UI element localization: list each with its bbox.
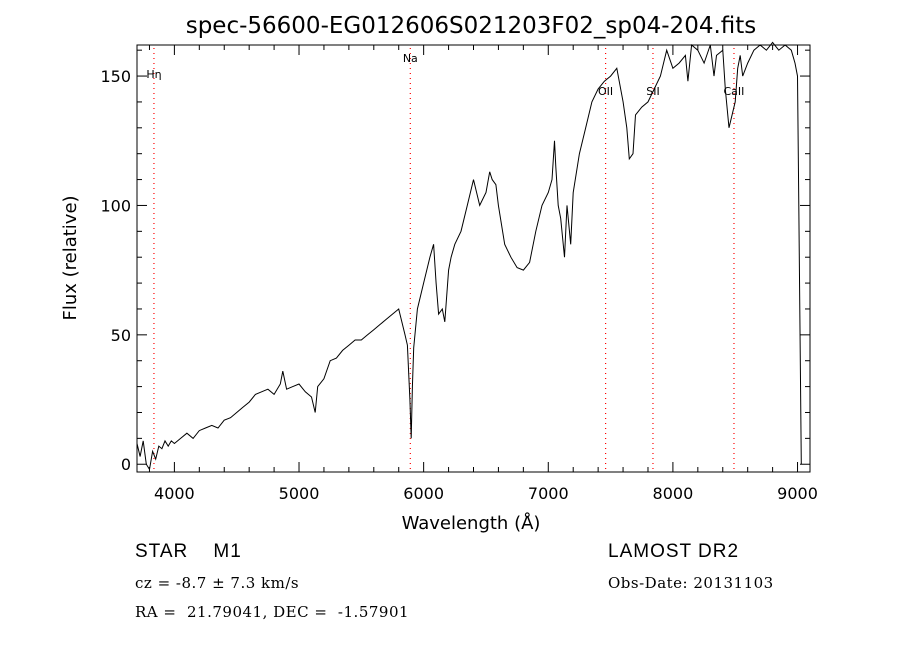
y-tick-label: 0 <box>121 455 131 474</box>
y-tick-label: 150 <box>100 67 131 86</box>
spectral-line-label: Na <box>403 52 418 65</box>
observation-date: Obs-Date: 20131103 <box>608 574 774 592</box>
chart-title: spec-56600-EG012606S021203F02_sp04-204.f… <box>186 13 757 39</box>
x-tick-label: 9000 <box>777 484 818 503</box>
x-tick-label: 8000 <box>653 484 694 503</box>
spectrum-line <box>136 41 802 471</box>
object-class: STAR M1 <box>135 541 242 562</box>
x-tick-label: 6000 <box>403 484 444 503</box>
x-tick-label: 5000 <box>279 484 320 503</box>
survey-name: LAMOST DR2 <box>608 541 740 562</box>
redshift-velocity: cz = -8.7 ± 7.3 km/s <box>135 574 300 592</box>
spectral-line-label: OII <box>598 85 613 98</box>
x-axis-label: Wavelength (Å) <box>402 512 541 534</box>
spectral-line-label: CaII <box>724 85 745 98</box>
axis-ticks: 4000 5000 6000 7000 8000 9000 0 50 100 150 <box>100 45 818 503</box>
y-axis-label: Flux (relative) <box>60 195 81 320</box>
x-tick-label: 7000 <box>528 484 569 503</box>
y-tick-label: 100 <box>100 196 131 215</box>
x-tick-label: 4000 <box>154 484 195 503</box>
plot-frame <box>136 44 811 473</box>
spectral-line-label: Hη <box>146 68 161 81</box>
sky-coordinates: RA = 21.79041, DEC = -1.57901 <box>135 603 410 621</box>
y-tick-label: 50 <box>111 326 131 345</box>
